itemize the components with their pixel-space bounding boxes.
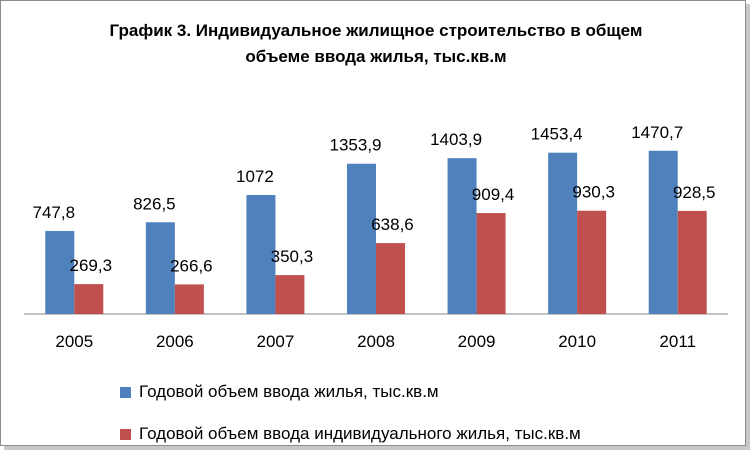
x-tick-label-2008: 2008 [357,332,395,351]
data-label-1-2005: 747,8 [33,203,76,222]
bar-2-2011 [677,210,707,314]
legend-item-series2: Годовой объем ввода индивидуального жиль… [120,412,581,456]
bar-2-2005 [74,284,104,314]
legend: Годовой объем ввода жилья, тыс.кв.м Годо… [120,370,581,456]
bar-1-2006 [145,222,175,314]
x-tick-label-2010: 2010 [558,332,596,351]
bar-2-2008 [376,243,405,314]
data-label-2-2005: 269,3 [70,256,113,275]
bar-1-2005 [45,230,75,314]
legend-label-series2: Годовой объем ввода индивидуального жиль… [139,424,581,443]
bar-1-2007 [246,195,276,314]
data-label-2-2006: 266,6 [170,256,213,275]
x-tick-label-2009: 2009 [458,332,496,351]
bar-1-2009 [447,158,477,314]
data-label-1-2009: 1403,9 [430,130,482,149]
data-label-1-2011: 1470,7 [631,123,683,142]
bar-1-2010 [548,152,578,314]
data-label-2-2011: 928,5 [673,183,716,202]
data-label-2-2009: 909,4 [472,185,515,204]
chart-title-line1: График 3. Индивидуальное жилищное строит… [109,21,643,40]
data-label-1-2010: 1453,4 [531,125,583,144]
x-tick-label-2006: 2006 [156,332,194,351]
x-tick-label-2011: 2011 [659,332,696,351]
bar-2-2009 [476,213,506,314]
bar-2-2010 [577,210,607,314]
data-label-2-2007: 350,3 [271,247,314,266]
bar-2-2006 [174,284,204,314]
data-label-1-2006: 826,5 [133,194,176,213]
data-label-2-2008: 638,6 [371,215,414,234]
x-tick-label-2005: 2005 [55,332,93,351]
legend-label-series1: Годовой объем ввода жилья, тыс.кв.м [139,382,439,401]
legend-swatch-series2 [120,428,131,440]
data-label-1-2008: 1353,9 [330,136,382,155]
data-label-1-2007: 1072 [236,167,274,186]
x-tick-label-2007: 2007 [257,332,295,351]
legend-swatch-series1 [120,386,131,398]
bar-1-2011 [648,150,678,314]
legend-item-series1: Годовой объем ввода жилья, тыс.кв.м [120,370,581,414]
chart-title: График 3. Индивидуальное жилищное строит… [0,18,752,70]
data-label-2-2010: 930,3 [572,183,615,202]
bar-1-2008 [347,163,376,314]
chart-title-line2: объеме ввода жилья, тыс.кв.м [245,47,507,66]
bar-2-2007 [275,275,305,314]
